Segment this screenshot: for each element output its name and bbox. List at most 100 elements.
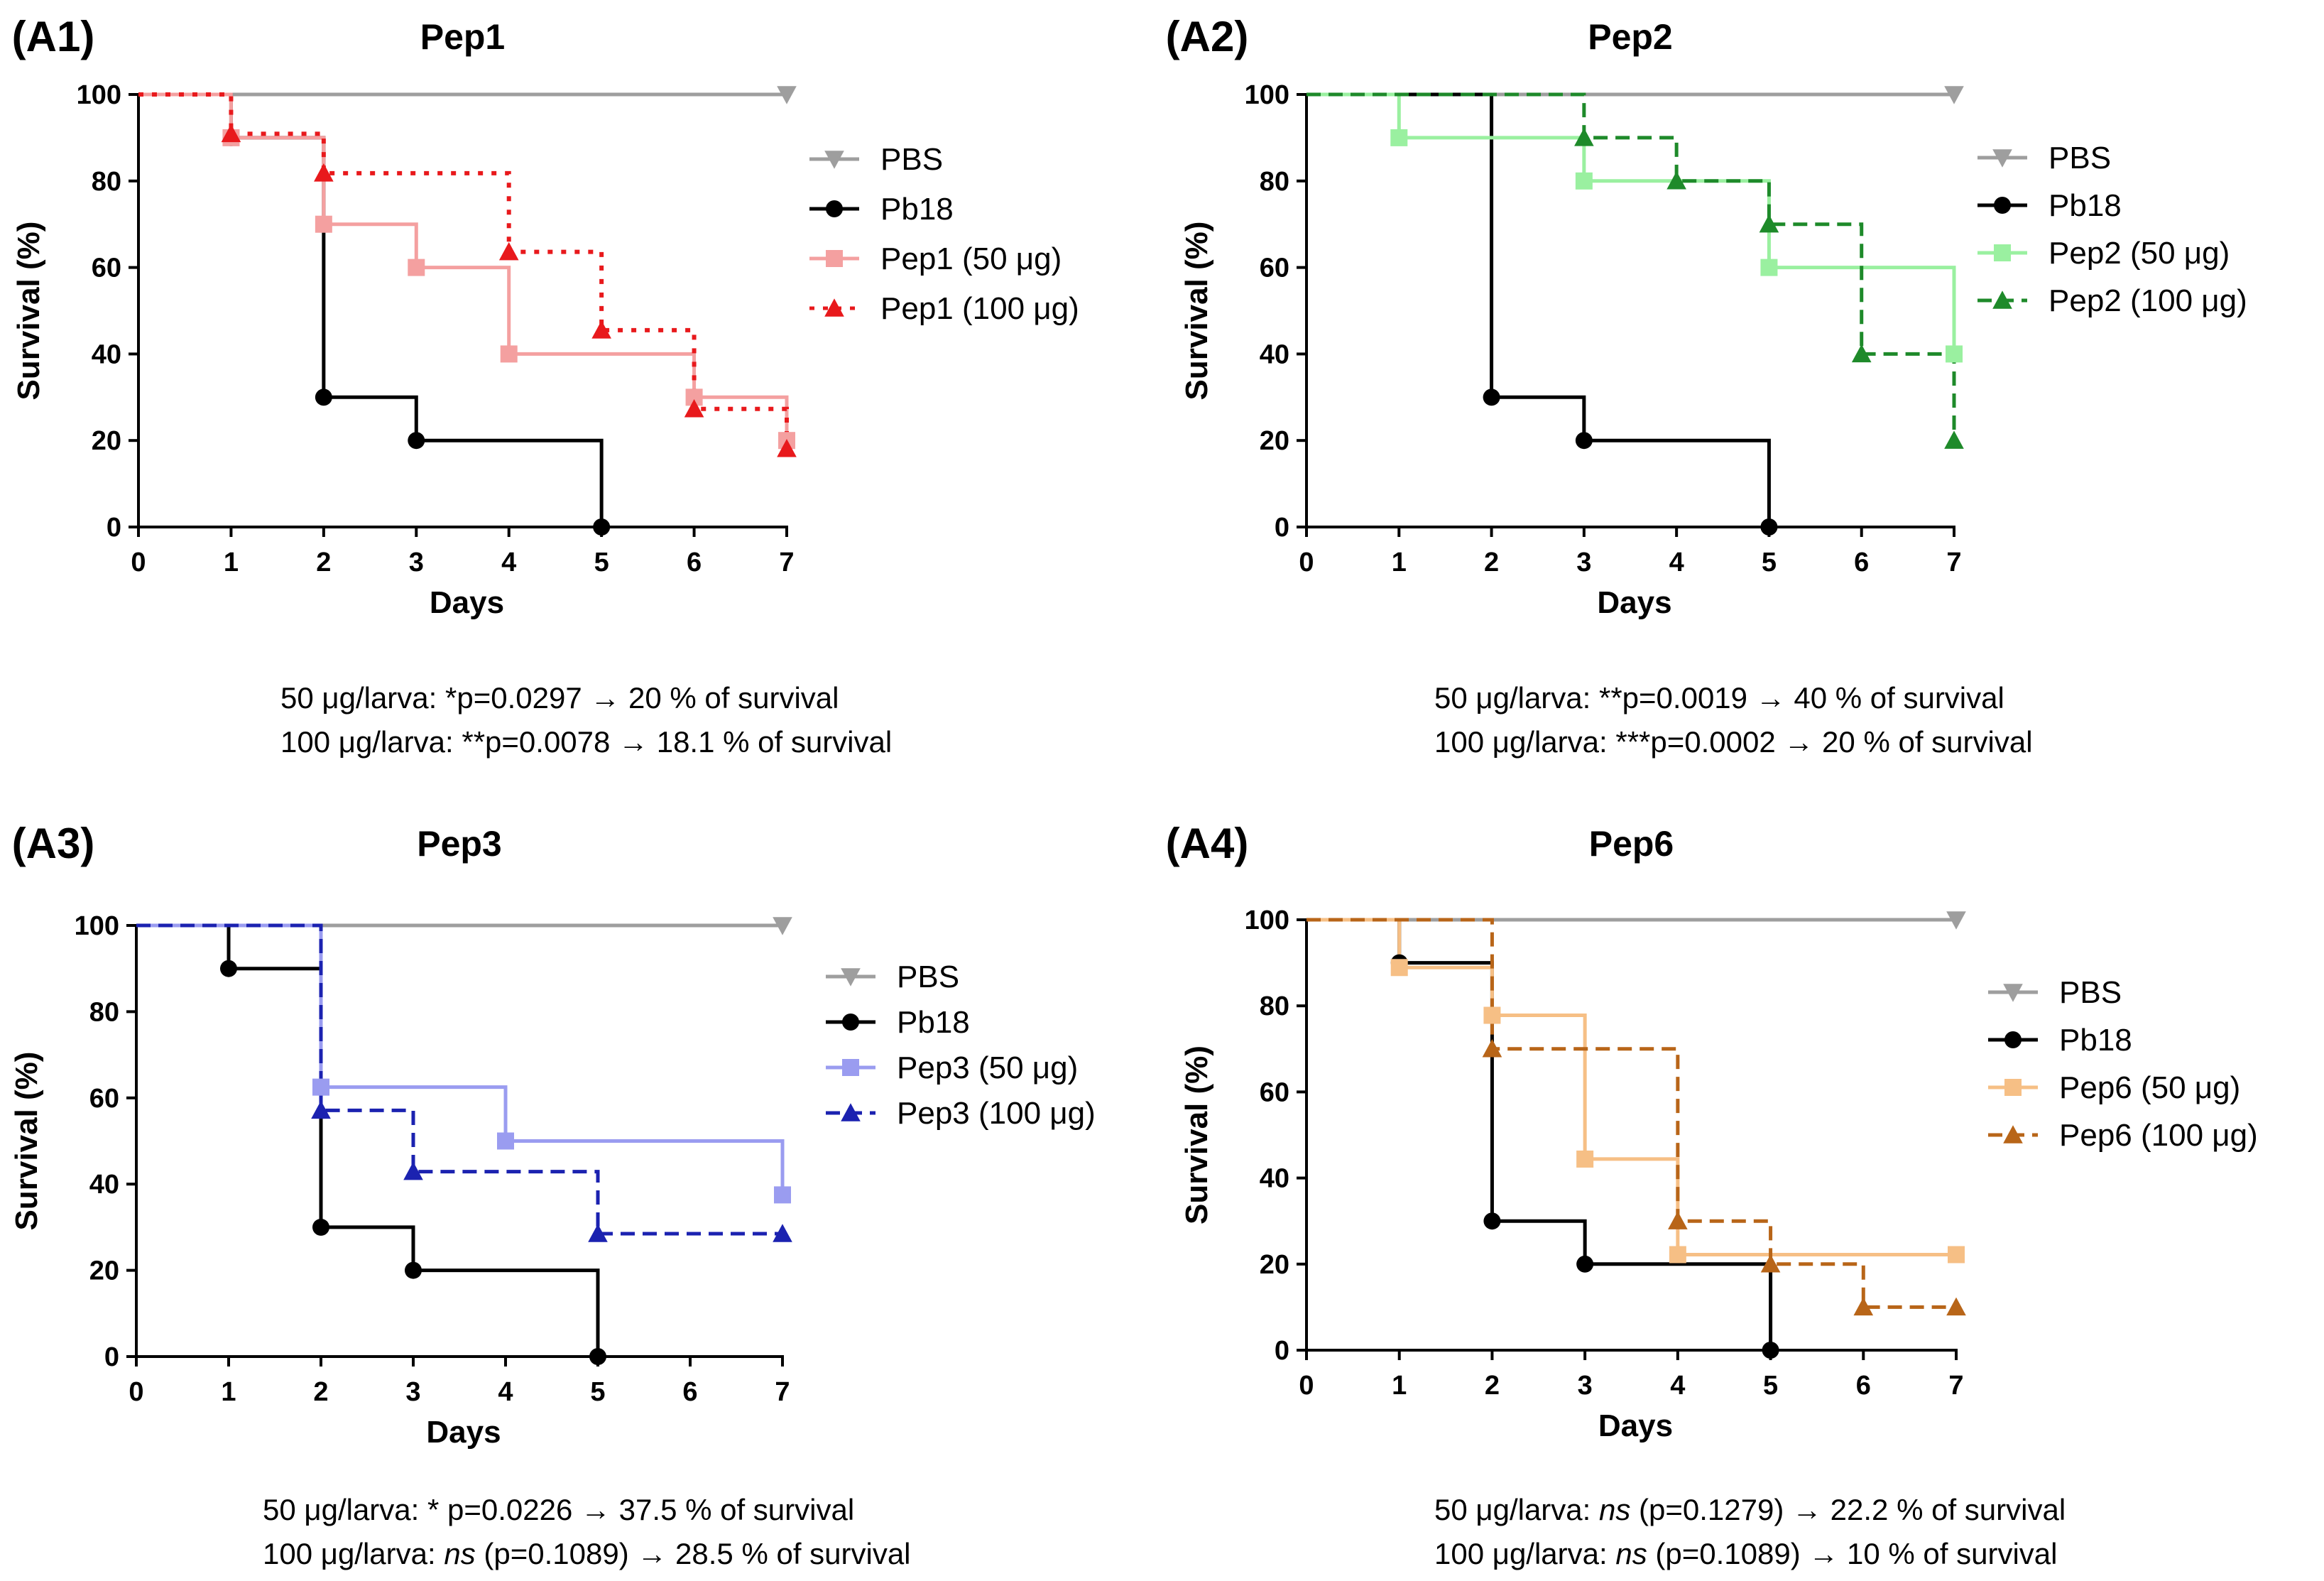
x-tick-label: 3 <box>1578 1371 1593 1401</box>
x-tick-label: 4 <box>1670 1371 1685 1401</box>
stat-text: 50 μg/larva: * p=0.0226 → 37.5 % of surv… <box>263 1493 854 1526</box>
legend-marker-pb18 <box>1994 197 2011 214</box>
y-axis-title: Survival (%) <box>9 1052 44 1231</box>
data-point-pb18 <box>405 1261 422 1279</box>
stat-text: 50 μg/larva: *p=0.0297 → 20 % of surviva… <box>280 681 839 715</box>
legend-label-pep2-50-ug: Pep2 (50 μg) <box>2048 236 2230 271</box>
data-point-pb18 <box>1483 1212 1501 1230</box>
data-point-pep3-100-ug <box>773 1224 792 1242</box>
legend-label-pbs: PBS <box>880 142 943 177</box>
x-tick-label: 1 <box>224 548 239 577</box>
data-point-pbs <box>1944 86 1964 104</box>
y-tick-label: 20 <box>92 426 121 456</box>
legend-marker-pb18 <box>2004 1031 2022 1048</box>
panel-label: (A4) <box>1166 820 1249 867</box>
legend-marker-pb18 <box>842 1014 859 1031</box>
legend-label-pb18: Pb18 <box>2059 1023 2132 1058</box>
stat-text: 100 μg/larva: **p=0.0078 → 18.1 % of sur… <box>280 725 892 759</box>
x-tick-label: 3 <box>409 548 424 577</box>
stat-ns-label: ns <box>1615 1537 1647 1570</box>
chart-title: Pep6 <box>1589 824 1674 864</box>
stat-line: 100 μg/larva: ns (p=0.1089) → 10 % of su… <box>1434 1537 2058 1570</box>
y-tick-label: 80 <box>89 997 119 1027</box>
y-tick-label: 20 <box>89 1256 119 1286</box>
data-point-pep1-100-ug <box>684 398 704 418</box>
data-point-pep2-100-ug <box>1666 171 1686 190</box>
data-point-pep2-50-ug <box>1946 345 1963 363</box>
data-point-pep3-100-ug <box>588 1224 608 1242</box>
series-line-pep6-50-ug <box>1306 918 1956 1256</box>
legend-marker-pep2-100-ug <box>1992 290 2012 309</box>
x-tick-label: 6 <box>687 548 702 577</box>
data-point-pep1-100-ug <box>498 241 519 261</box>
legend-label-pep1-100-ug: Pep1 (100 μg) <box>880 291 1079 326</box>
x-tick-label: 2 <box>316 548 331 577</box>
data-point-pep1-100-ug <box>221 124 241 143</box>
legend-label-pb18: Pb18 <box>880 192 954 227</box>
stat-line: 50 μg/larva: *p=0.0297 → 20 % of surviva… <box>280 681 839 715</box>
data-point-pep6-100-ug <box>1853 1297 1874 1316</box>
y-tick-label: 20 <box>1260 1250 1289 1280</box>
y-tick-label: 60 <box>92 254 121 283</box>
data-point-pep6-50-ug <box>1948 1246 1965 1264</box>
data-point-pep6-100-ug <box>1946 1297 1966 1316</box>
data-point-pep1-50-ug <box>315 215 332 233</box>
data-point-pb18 <box>589 1348 606 1365</box>
y-axis-title: Survival (%) <box>1179 222 1214 401</box>
stat-text: 50 μg/larva: **p=0.0019 → 40 % of surviv… <box>1434 681 2004 715</box>
stat-line: 50 μg/larva: * p=0.0226 → 37.5 % of surv… <box>263 1493 854 1526</box>
data-point-pep2-100-ug <box>1944 430 1964 449</box>
y-tick-label: 0 <box>107 513 121 543</box>
data-point-pep1-50-ug <box>408 259 425 276</box>
data-point-pep2-100-ug <box>1851 344 1872 363</box>
panel-label: (A3) <box>12 820 95 867</box>
x-tick-label: 6 <box>1854 548 1869 577</box>
legend-marker-pep6-50-ug <box>2004 1079 2022 1096</box>
y-tick-label: 60 <box>1260 254 1289 283</box>
chart-panel-pep3: (A3) Pep3 0 20 40 60 80 100 0 1 2 3 4 5 6 7 Days Survival… <box>9 820 1096 1570</box>
y-tick-label: 80 <box>92 167 121 197</box>
data-point-pep6-50-ug <box>1669 1246 1686 1264</box>
legend-label-pbs: PBS <box>897 960 959 994</box>
data-point-pep1-50-ug <box>500 345 518 363</box>
data-point-pep6-100-ug <box>1760 1254 1781 1273</box>
legend-marker-pep1-50-ug <box>826 250 843 267</box>
stat-ns-label: ns <box>444 1537 475 1570</box>
legend-marker-pep3-100-ug <box>841 1103 861 1121</box>
legend-marker-pbs <box>1992 149 2012 168</box>
x-tick-label: 0 <box>1299 1371 1314 1401</box>
x-tick-label: 1 <box>221 1377 236 1407</box>
x-tick-label: 6 <box>1856 1371 1871 1401</box>
stat-text: 100 μg/larva: <box>1434 1537 1615 1570</box>
legend-marker-pep1-100-ug <box>824 298 844 317</box>
x-tick-label: 7 <box>775 1377 790 1407</box>
data-point-pbs <box>773 917 792 935</box>
x-tick-label: 5 <box>1763 1371 1778 1401</box>
chart-title: Pep1 <box>420 17 506 57</box>
data-point-pep1-100-ug <box>591 320 611 339</box>
data-point-pb18 <box>220 960 237 977</box>
series-line-pep3-100-ug <box>136 923 782 1236</box>
chart-panel-pep2: (A2) Pep2 0 20 40 60 80 100 0 1 2 3 4 5 6 7 Days Survival… <box>1166 13 2247 759</box>
data-point-pb18 <box>1575 432 1593 450</box>
data-point-pep3-100-ug <box>311 1100 331 1119</box>
x-tick-label: 1 <box>1392 548 1407 577</box>
legend-label-pep2-100-ug: Pep2 (100 μg) <box>2048 283 2247 318</box>
y-tick-label: 100 <box>1245 80 1289 110</box>
x-tick-label: 2 <box>313 1377 328 1407</box>
legend-marker-pbs <box>841 968 861 987</box>
stat-text: (p=0.1089) → 10 % of survival <box>1647 1537 2058 1570</box>
x-tick-label: 4 <box>498 1377 513 1407</box>
chart-title: Pep2 <box>1588 17 1673 57</box>
x-tick-label: 6 <box>682 1377 697 1407</box>
data-point-pb18 <box>1760 518 1778 536</box>
x-tick-label: 4 <box>501 548 516 577</box>
y-tick-label: 40 <box>89 1170 119 1200</box>
series-line-pep6-100-ug <box>1306 918 1956 1309</box>
data-point-pep3-50-ug <box>774 1186 791 1204</box>
legend-label-pep6-50-ug: Pep6 (50 μg) <box>2059 1070 2240 1105</box>
data-point-pbs <box>1946 911 1966 930</box>
x-tick-label: 0 <box>131 548 146 577</box>
panel-label: (A1) <box>12 13 95 60</box>
x-tick-label: 5 <box>1762 548 1777 577</box>
